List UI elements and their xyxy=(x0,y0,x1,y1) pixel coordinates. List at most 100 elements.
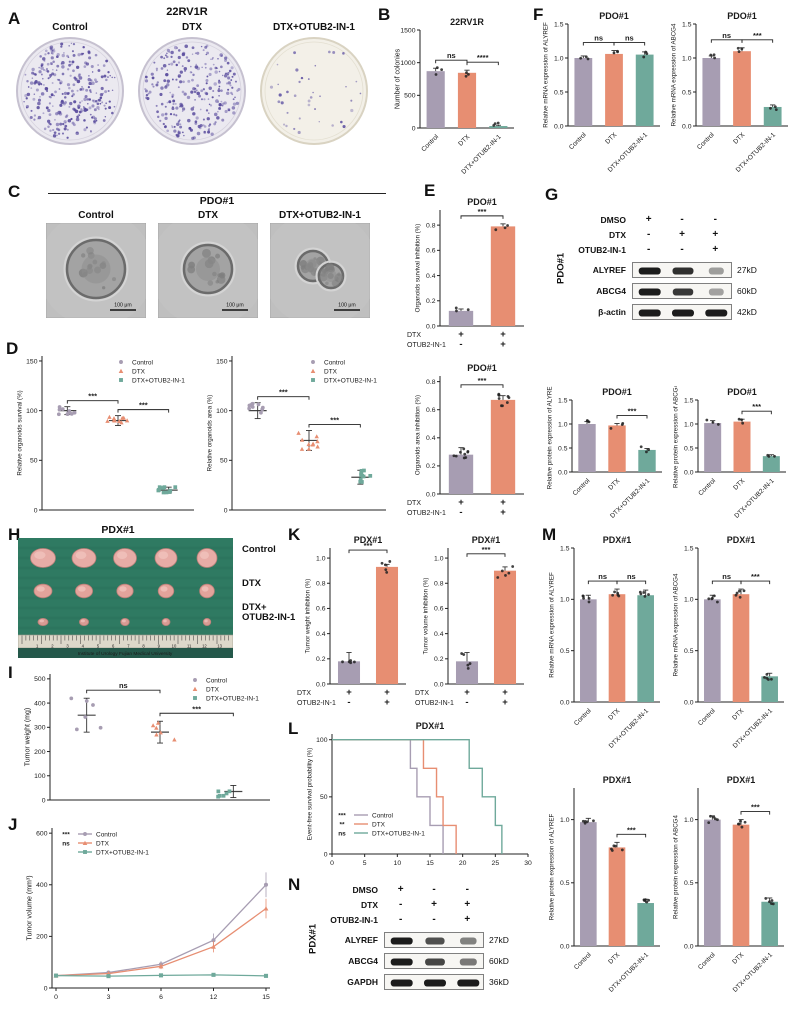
svg-text:+: + xyxy=(500,497,506,508)
band-molecular-weight: 27kD xyxy=(737,265,757,275)
svg-text:****: **** xyxy=(477,53,489,62)
svg-text:1.5: 1.5 xyxy=(684,545,694,552)
svg-text:DTX: DTX xyxy=(732,131,747,146)
svg-text:12: 12 xyxy=(202,644,207,649)
svg-text:DTX: DTX xyxy=(415,690,429,697)
treatment-sign: - xyxy=(680,244,684,255)
svg-text:100: 100 xyxy=(316,737,328,744)
dish-image xyxy=(138,37,246,145)
svg-text:PDO#1: PDO#1 xyxy=(599,11,629,21)
svg-text:PDX#1: PDX#1 xyxy=(472,535,501,545)
panel-letter-H: H xyxy=(8,525,21,544)
svg-text:***: *** xyxy=(627,825,636,834)
chart-svg: PDO#1 0.0 0.5 1.0 1.5 Relative protein expres… xyxy=(673,386,786,520)
svg-text:15: 15 xyxy=(262,994,270,1001)
panel-letter-G: G xyxy=(545,185,559,204)
panel-letter-E: E xyxy=(424,181,436,200)
treatment-sign: + xyxy=(397,884,404,895)
blot-band-row: β-actin 42kD xyxy=(568,304,766,320)
svg-text:0.4: 0.4 xyxy=(434,631,444,638)
svg-text:PDX#1: PDX#1 xyxy=(416,721,445,731)
svg-text:1.0: 1.0 xyxy=(684,817,694,824)
organoid-image: DTX 100 μm xyxy=(150,210,266,327)
chart-organoid-survival-scatter: 0 50 100 150 Relative organoids survival (%)… xyxy=(12,348,200,520)
panel-J-tumor-volume: J 0 200 400 600 Tumor volume (mm³) 0 3 6 12 15 Con… xyxy=(4,812,280,1012)
svg-text:ns: ns xyxy=(447,51,456,60)
dish-image xyxy=(260,37,368,145)
treatment-sign: + xyxy=(712,229,719,240)
svg-text:1.0: 1.0 xyxy=(560,817,570,824)
panel-letter-F: F xyxy=(533,5,544,24)
svg-text:1.0: 1.0 xyxy=(684,421,694,428)
svg-text:3: 3 xyxy=(66,644,69,649)
svg-text:0.5: 0.5 xyxy=(684,648,694,655)
western-blot-pdo: PDO#1 DMSO + - - DTX - + + OTUB2-IN-1- - + ALYREF 27k… xyxy=(554,212,766,325)
tumor-row-label-dtx: DTX xyxy=(242,578,261,589)
chart-protein-alyref-pdx: PDX#1 0.0 0.5 1.0 Relative protein expressio… xyxy=(544,772,666,1010)
svg-text:Control: Control xyxy=(206,677,228,684)
svg-text:22RV1R: 22RV1R xyxy=(450,17,484,27)
svg-text:50: 50 xyxy=(220,458,228,465)
blot-treatment-row: OTUB2-IN-1- - + xyxy=(568,242,766,257)
svg-text:+: + xyxy=(502,697,508,708)
svg-text:***: *** xyxy=(88,392,97,401)
svg-text:PDX#1: PDX#1 xyxy=(727,535,756,545)
svg-text:***: *** xyxy=(338,812,346,819)
svg-text:Institute of Urology Fujian Me: Institute of Urology Fujian Medical Univ… xyxy=(78,651,173,657)
svg-text:Tumor volume (mm³): Tumor volume (mm³) xyxy=(27,875,34,940)
treatment-sign: - xyxy=(465,884,469,895)
chart-number-of-colonies: 22RV1R 0 500 1000 1500 Number of colonies ns **… xyxy=(384,14,520,180)
svg-text:***: *** xyxy=(753,31,762,40)
svg-text:Control: Control xyxy=(420,133,440,153)
panel-F-mrna-pdo: F PDO#1 0.0 0.5 1.0 1.5 Relative mRNA express… xyxy=(526,2,794,184)
svg-text:+: + xyxy=(384,697,390,708)
svg-text:Control: Control xyxy=(132,359,154,366)
chart-protein-abcg4-pdx: PDX#1 0.0 0.5 1.0 Relative protein expressio… xyxy=(668,772,790,1010)
svg-text:+: + xyxy=(458,329,464,340)
svg-text:0.5: 0.5 xyxy=(684,880,694,887)
treatment-sign: + xyxy=(464,914,471,925)
svg-text:30: 30 xyxy=(524,860,532,867)
panel-M-pdx-expression: M PDX#1 0.0 0.5 1.0 1.5 Relative mRNA express… xyxy=(536,524,794,1013)
chart-mrna-alyref-pdx: PDX#1 0.0 0.5 1.0 1.5 Relative mRNA expressio… xyxy=(544,532,666,766)
svg-text:DTX: DTX xyxy=(604,131,619,146)
chart-svg: PDO#1 0.0 0.2 0.4 0.6 0.8 Organoids survival i… xyxy=(407,197,524,350)
blot-band-strip xyxy=(384,953,484,969)
svg-text:DTX+OTUB2-IN-1: DTX+OTUB2-IN-1 xyxy=(96,849,149,856)
svg-text:PDO#1: PDO#1 xyxy=(727,11,757,21)
svg-text:+: + xyxy=(384,687,390,698)
dish-image xyxy=(16,37,124,145)
svg-text:0.2: 0.2 xyxy=(426,298,436,305)
svg-text:+: + xyxy=(500,329,506,340)
culture-dish: Control xyxy=(12,22,128,147)
svg-text:ns: ns xyxy=(119,681,128,690)
blot-band-row: ALYREF 27kD xyxy=(568,262,766,278)
treatment-sign: - xyxy=(432,884,436,895)
chart-organoid-area-inhibition: PDO#1 0.0 0.2 0.4 0.6 0.8 Organoids area inhib… xyxy=(406,362,530,522)
svg-text:Relative mRNA expression of AL: Relative mRNA expression of ALYREF xyxy=(549,572,556,678)
blot-treatment-row: DTX - + + xyxy=(320,897,518,912)
svg-text:Relative protein expression of: Relative protein expression of ABCG4 xyxy=(673,386,680,488)
svg-text:0.0: 0.0 xyxy=(560,699,570,706)
svg-text:DTX: DTX xyxy=(731,707,746,722)
colony-dishes: Control DTX DTX+OTUB2-IN-1 xyxy=(12,22,372,147)
svg-text:Relative protein expression of: Relative protein expression of ALYREF xyxy=(547,386,554,489)
svg-text:OTUB2-IN-1: OTUB2-IN-1 xyxy=(407,342,446,349)
svg-text:DTX: DTX xyxy=(324,368,338,375)
dish-label: Control xyxy=(52,22,88,33)
svg-text:13: 13 xyxy=(217,644,222,649)
svg-text:***: *** xyxy=(279,388,288,397)
svg-text:1.0: 1.0 xyxy=(558,421,568,428)
panel-letter-M: M xyxy=(542,525,557,544)
svg-text:Tumor weight inhibition (%): Tumor weight inhibition (%) xyxy=(305,579,312,654)
panel-letter-N: N xyxy=(288,875,301,894)
svg-text:0.6: 0.6 xyxy=(426,407,436,414)
band-molecular-weight: 60kD xyxy=(489,956,509,966)
svg-text:***: *** xyxy=(751,803,760,812)
svg-text:DTX+OTUB2-IN-1: DTX+OTUB2-IN-1 xyxy=(372,830,425,837)
svg-text:+: + xyxy=(464,687,470,698)
blot-sample-label: PDX#1 xyxy=(307,923,319,954)
svg-text:0.0: 0.0 xyxy=(558,469,568,476)
